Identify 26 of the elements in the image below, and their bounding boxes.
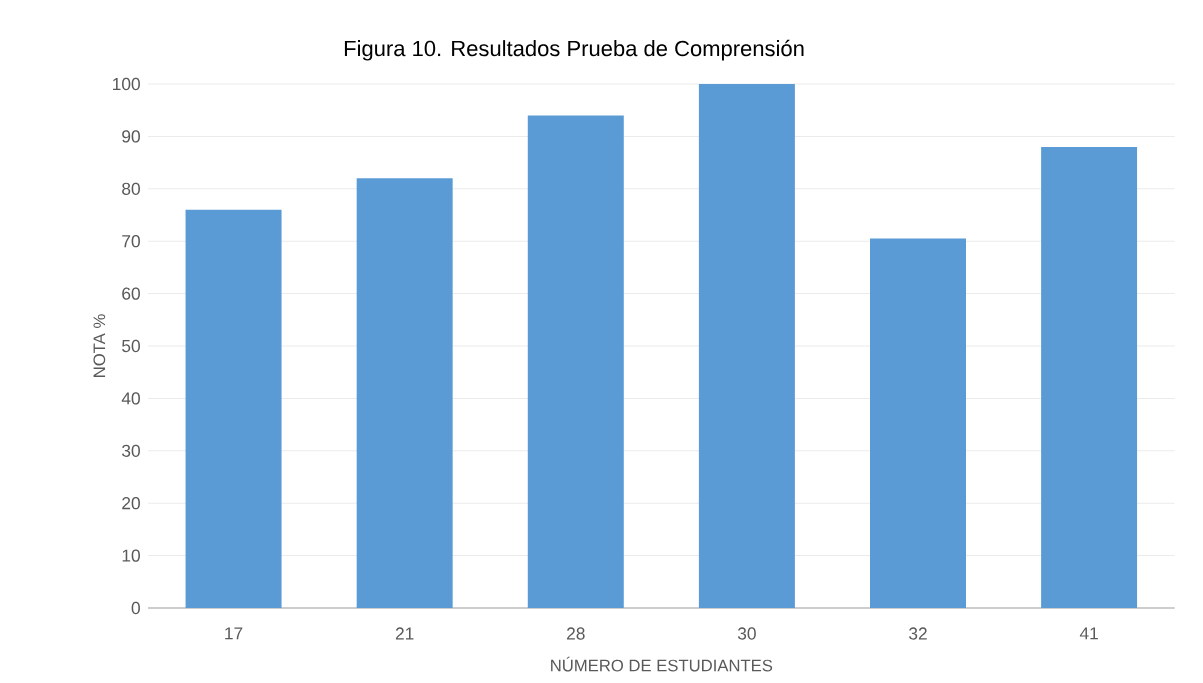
x-tick-label: 41	[1079, 627, 1098, 640]
y-axis-title: NOTA %	[93, 314, 106, 377]
x-tick-label: 17	[225, 627, 243, 640]
y-tick-label: 50	[122, 339, 140, 353]
y-tick-label: 40	[121, 392, 140, 405]
bar	[356, 178, 453, 608]
y-tick-label: 90	[122, 130, 140, 143]
bar	[1041, 146, 1138, 608]
y-tick-label: 20	[122, 497, 140, 510]
chart-title: Figura 10. Resultados Prueba de Comprensión	[344, 39, 804, 61]
x-tick-label: 28	[567, 627, 585, 640]
y-tick-label: 10	[122, 549, 140, 562]
y-tick-label: 70	[122, 235, 140, 248]
y-tick-label: 80	[122, 182, 140, 195]
x-tick-label: 30	[737, 627, 756, 640]
bar	[870, 238, 967, 608]
x-axis-title: NÚMERO DE ESTUDIANTES	[551, 656, 773, 672]
y-tick-label: 0	[131, 601, 140, 615]
y-tick-label: 100	[113, 77, 140, 91]
bar	[698, 84, 795, 608]
y-tick-label: 60	[122, 287, 140, 300]
x-tick-label: 21	[395, 627, 414, 640]
x-tick-label: 32	[909, 627, 927, 640]
y-tick-label: 30	[122, 444, 140, 457]
bar	[185, 209, 282, 608]
bar	[527, 115, 624, 608]
